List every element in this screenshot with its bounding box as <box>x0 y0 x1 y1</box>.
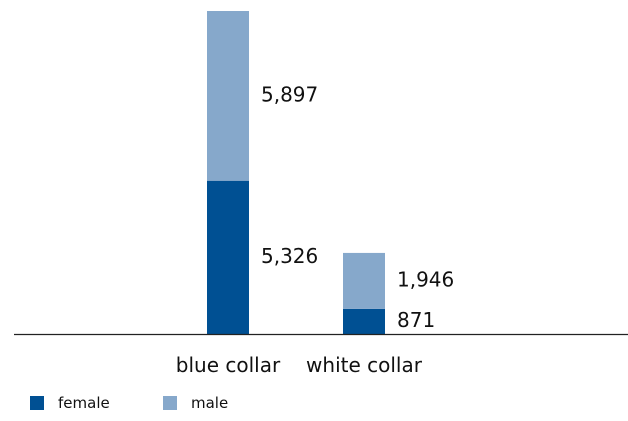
data-label-female-blue-collar: 5,326 <box>261 244 318 268</box>
bar-female-white-collar <box>343 308 385 334</box>
legend-label-female: female <box>58 394 110 412</box>
legend-label-male: male <box>191 394 229 412</box>
legend-swatch-female <box>30 396 44 410</box>
legend-item-male: male <box>163 393 228 413</box>
data-labels-group: 5,326 5,897 871 1,946 <box>261 82 454 332</box>
bar-male-white-collar <box>343 252 385 309</box>
data-label-male-blue-collar: 5,897 <box>261 82 318 106</box>
bar-female-blue-collar <box>207 180 249 334</box>
x-tick-label-white-collar: white collar <box>306 353 423 377</box>
legend: female male <box>0 393 628 417</box>
bar-male-blue-collar <box>207 11 249 181</box>
data-label-female-white-collar: 871 <box>397 308 435 332</box>
data-label-male-white-collar: 1,946 <box>397 267 454 291</box>
x-tick-labels-group: blue collar white collar <box>176 353 423 377</box>
bars-group <box>207 11 385 334</box>
x-tick-label-blue-collar: blue collar <box>176 353 281 377</box>
legend-swatch-male <box>163 396 177 410</box>
legend-item-female: female <box>30 393 110 413</box>
